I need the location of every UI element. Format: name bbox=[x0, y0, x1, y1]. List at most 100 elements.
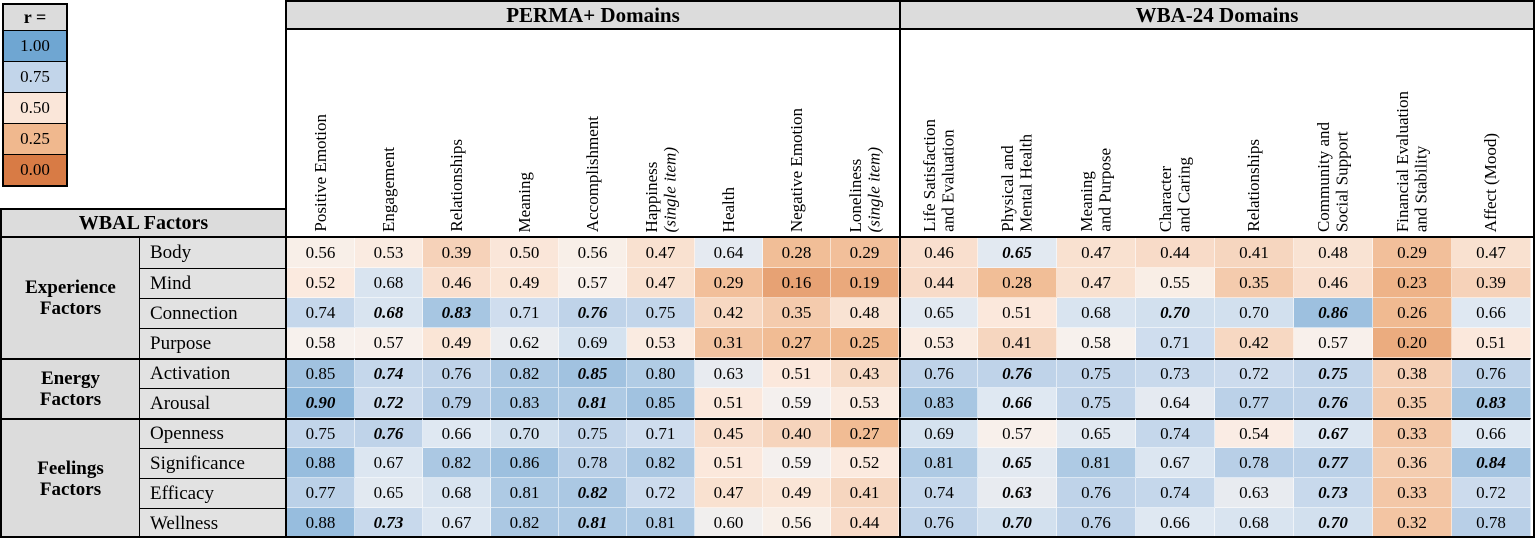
heatmap-cell: 0.46 bbox=[1294, 268, 1373, 298]
heatmap-cell: 0.75 bbox=[559, 418, 627, 448]
perma-domains-title: PERMA+ Domains bbox=[287, 2, 899, 28]
heatmap-cell: 0.73 bbox=[1294, 478, 1373, 508]
heatmap-cell: 0.69 bbox=[899, 418, 978, 448]
heatmap-cell: 0.71 bbox=[1136, 328, 1215, 358]
heatmap-cell: 0.48 bbox=[831, 298, 899, 328]
heatmap-cell: 0.70 bbox=[491, 418, 559, 448]
heatmap-cell: 0.81 bbox=[491, 478, 559, 508]
heatmap-cell: 0.44 bbox=[831, 508, 899, 538]
heatmap-cell: 0.83 bbox=[1452, 388, 1531, 418]
column-header: Life Satisfaction and Evaluation bbox=[899, 30, 978, 236]
heatmap-cell: 0.53 bbox=[355, 238, 423, 268]
heatmap-cell: 0.66 bbox=[978, 388, 1057, 418]
heatmap-cell: 0.65 bbox=[978, 448, 1057, 478]
heatmap-cell: 0.47 bbox=[1057, 238, 1136, 268]
heatmap-cell: 0.68 bbox=[423, 478, 491, 508]
heatmap-cell: 0.67 bbox=[1136, 448, 1215, 478]
heatmap-cell: 0.67 bbox=[423, 508, 491, 538]
heatmap-cell: 0.76 bbox=[355, 418, 423, 448]
heatmap-cell: 0.27 bbox=[831, 418, 899, 448]
heatmap-cell: 0.46 bbox=[899, 238, 978, 268]
heatmap-cell: 0.52 bbox=[831, 448, 899, 478]
wbal-factors-header: WBAL Factors bbox=[2, 208, 285, 238]
heatmap-cell: 0.84 bbox=[1452, 448, 1531, 478]
heatmap-cell: 0.82 bbox=[491, 508, 559, 538]
heatmap-cell: 0.56 bbox=[763, 508, 831, 538]
heatmap-cell: 0.75 bbox=[287, 418, 355, 448]
heatmap-cell: 0.77 bbox=[287, 478, 355, 508]
heatmap-cell: 0.59 bbox=[763, 448, 831, 478]
heatmap-cell: 0.54 bbox=[1215, 418, 1294, 448]
heatmap-cell: 0.33 bbox=[1373, 418, 1452, 448]
heatmap-cell: 0.29 bbox=[831, 238, 899, 268]
heatmap-cell: 0.70 bbox=[1136, 298, 1215, 328]
domain-titles-row: PERMA+ Domains WBA-24 Domains bbox=[287, 0, 1533, 30]
heatmap-cell: 0.41 bbox=[978, 328, 1057, 358]
heatmap-cell: 0.83 bbox=[491, 388, 559, 418]
heatmap-cell: 0.63 bbox=[1215, 478, 1294, 508]
heatmap-cell: 0.47 bbox=[1057, 268, 1136, 298]
column-header: Physical and Mental Health bbox=[998, 134, 1036, 232]
legend-entries: 1.00 0.75 0.50 0.25 0.00 bbox=[4, 30, 66, 185]
heatmap-cell: 0.76 bbox=[899, 358, 978, 388]
heatmap-cell: 0.74 bbox=[899, 478, 978, 508]
legend-entry: 0.00 bbox=[4, 154, 66, 185]
column-header: Negative Emotion bbox=[786, 107, 806, 232]
row-label: Efficacy bbox=[140, 478, 285, 508]
heatmap-cell: 0.83 bbox=[899, 388, 978, 418]
heatmap-cell: 0.47 bbox=[627, 238, 695, 268]
heatmap-cell: 0.82 bbox=[627, 448, 695, 478]
column-header: Positive Emotion bbox=[310, 114, 330, 232]
column-header: Affect (Mood) bbox=[1481, 132, 1501, 232]
heatmap-cell: 0.47 bbox=[695, 478, 763, 508]
heatmap-cell: 0.53 bbox=[899, 328, 978, 358]
heatmap-cell: 0.67 bbox=[1294, 418, 1373, 448]
heatmap-cell: 0.49 bbox=[763, 478, 831, 508]
heatmap-cell: 0.81 bbox=[559, 388, 627, 418]
heatmap-cell: 0.36 bbox=[1373, 448, 1452, 478]
row-label: Connection bbox=[140, 298, 285, 328]
heatmap-cell: 0.58 bbox=[1057, 328, 1136, 358]
legend-entry: 0.75 bbox=[4, 61, 66, 92]
column-header: Meaning bbox=[514, 171, 534, 232]
heatmap-cell: 0.44 bbox=[899, 268, 978, 298]
heatmap-cell: 0.60 bbox=[695, 508, 763, 538]
column-headers-row: Positive Emotion Engagement Relationships M… bbox=[287, 30, 1533, 238]
column-header: Relationships bbox=[446, 139, 466, 232]
heatmap-cell: 0.51 bbox=[695, 388, 763, 418]
heatmap-cell: 0.85 bbox=[559, 358, 627, 388]
row-group-label: Experience Factors bbox=[2, 238, 140, 358]
heatmap-cell: 0.82 bbox=[491, 358, 559, 388]
heatmap-cell: 0.68 bbox=[1057, 298, 1136, 328]
heatmap-cell: 0.35 bbox=[1215, 268, 1294, 298]
heatmap-cell: 0.76 bbox=[1057, 478, 1136, 508]
heatmap-cell: 0.67 bbox=[355, 448, 423, 478]
heatmap-cell: 0.64 bbox=[695, 238, 763, 268]
heatmap-cell: 0.41 bbox=[1215, 238, 1294, 268]
heatmap-cell: 0.58 bbox=[287, 328, 355, 358]
heatmap-cell: 0.75 bbox=[627, 298, 695, 328]
heatmap-cell: 0.68 bbox=[355, 298, 423, 328]
heatmap-cell: 0.29 bbox=[1373, 238, 1452, 268]
heatmap-cell: 0.40 bbox=[763, 418, 831, 448]
heatmap-cell: 0.70 bbox=[1215, 298, 1294, 328]
heatmap-cell: 0.88 bbox=[287, 448, 355, 478]
column-header: Financial Evaluation and Stability bbox=[1393, 90, 1431, 232]
heatmap-cell: 0.75 bbox=[1294, 358, 1373, 388]
heatmap-cell: 0.23 bbox=[1373, 268, 1452, 298]
heatmap-cell: 0.63 bbox=[695, 358, 763, 388]
heatmap-cell: 0.72 bbox=[355, 388, 423, 418]
heatmap-cell: 0.57 bbox=[1294, 328, 1373, 358]
heatmap-cell: 0.72 bbox=[1215, 358, 1294, 388]
heatmap-cell: 0.77 bbox=[1294, 448, 1373, 478]
heatmap-cell: 0.63 bbox=[978, 478, 1057, 508]
heatmap-cell: 0.51 bbox=[763, 358, 831, 388]
row-header-panel: WBAL Factors Experience Factors Body Mind C… bbox=[0, 208, 285, 538]
wba-domains-title: WBA-24 Domains bbox=[899, 2, 1533, 28]
legend-entry: 1.00 bbox=[4, 30, 66, 61]
column-header: Engagement bbox=[378, 147, 398, 232]
heatmap-cell: 0.66 bbox=[1136, 508, 1215, 538]
heatmap-cell: 0.41 bbox=[831, 478, 899, 508]
heatmap-cell: 0.38 bbox=[1373, 358, 1452, 388]
